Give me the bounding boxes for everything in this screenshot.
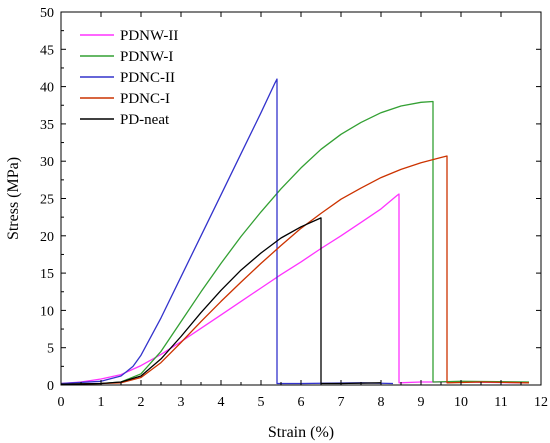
legend-label-pdnc-i: PDNC-I	[120, 91, 170, 107]
x-axis-label: Strain (%)	[268, 424, 334, 441]
y-tick-label: 25	[40, 193, 54, 208]
x-tick-label: 3	[178, 395, 185, 410]
y-tick-label: 15	[40, 267, 54, 282]
series-line-pd-neat	[60, 217, 382, 385]
series-line-pdnw-i	[60, 100, 530, 385]
legend-label-pdnc-ii: PDNC-II	[120, 70, 175, 86]
x-tick-label: 12	[534, 395, 548, 410]
x-tick-label: 0	[58, 395, 65, 410]
series-layer	[60, 78, 530, 385]
legend-label-pdnw-ii: PDNW-II	[120, 28, 178, 44]
y-tick-label: 40	[40, 81, 54, 96]
y-tick-label: 30	[40, 155, 54, 170]
x-tick-label: 6	[298, 395, 305, 410]
x-tick-label: 9	[418, 395, 425, 410]
plot-frame	[60, 11, 542, 386]
y-tick-label: 20	[40, 230, 54, 245]
legend-label-pd-neat: PD-neat	[120, 112, 170, 128]
series-line-pdnw-ii	[60, 193, 530, 385]
x-tick-label: 2	[138, 395, 145, 410]
x-tick-label: 8	[378, 395, 385, 410]
x-tick-label: 1	[98, 395, 105, 410]
y-tick-label: 5	[47, 342, 54, 357]
x-tick-label: 5	[258, 395, 265, 410]
y-tick-label: 45	[40, 43, 54, 58]
y-tick-label: 10	[40, 304, 54, 319]
y-tick-label: 50	[40, 6, 54, 21]
legend-label-pdnw-i: PDNW-I	[120, 49, 173, 65]
x-tick-label: 11	[494, 395, 507, 410]
y-axis-label: Stress (MPa)	[5, 157, 22, 240]
x-tick-label: 4	[218, 395, 225, 410]
y-tick-label: 0	[47, 379, 54, 394]
x-tick-label: 7	[338, 395, 345, 410]
series-line-pdnc-ii	[60, 78, 394, 385]
legend: PDNW-II PDNW-I PDNC-II PDNC-I PD-neat	[80, 28, 178, 128]
y-tick-label: 35	[40, 118, 54, 133]
series-line-pdnc-i	[60, 155, 530, 385]
x-tick-label: 10	[454, 395, 468, 410]
